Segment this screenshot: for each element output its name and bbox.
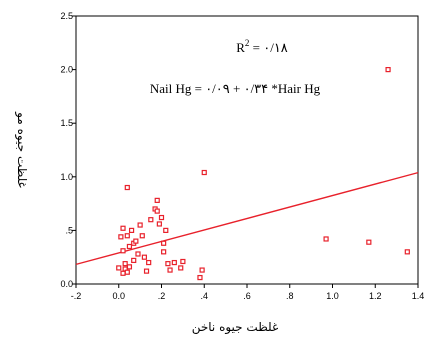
data-point <box>366 239 372 245</box>
data-point <box>161 249 167 255</box>
data-point <box>137 222 143 228</box>
x-tick-label: 1.2 <box>369 291 382 301</box>
y-tick-label: 2.0 <box>60 65 73 75</box>
data-point <box>404 249 410 255</box>
data-point <box>156 221 162 227</box>
data-point <box>124 233 130 239</box>
data-point <box>131 257 137 264</box>
plot-frame <box>75 15 419 285</box>
data-point <box>126 243 133 250</box>
y-axis: 0.0 .5 1.0 1.5 2.0 2.5 <box>60 11 76 289</box>
data-point <box>141 254 147 260</box>
y-tick-label: 2.5 <box>60 11 73 21</box>
x-tick-label: .2 <box>158 291 166 301</box>
data-point <box>165 261 171 267</box>
data-point <box>122 261 128 267</box>
data-point <box>197 274 203 281</box>
data-point <box>133 238 139 244</box>
x-tick-label: .8 <box>286 291 294 301</box>
data-point <box>158 214 165 221</box>
x-tick-label: 0.0 <box>112 291 125 301</box>
data-point <box>167 267 173 273</box>
data-point <box>116 265 122 271</box>
data-point <box>146 259 152 266</box>
data-point <box>323 236 329 242</box>
data-point <box>171 259 177 266</box>
data-point <box>154 208 160 214</box>
regression-line <box>75 171 419 266</box>
data-point <box>154 197 160 203</box>
data-point <box>120 248 126 254</box>
y-tick-label: 0.0 <box>60 279 73 289</box>
data-points <box>116 66 410 281</box>
y-tick-label: 1.5 <box>60 118 73 128</box>
data-point <box>120 225 126 231</box>
data-point <box>178 265 184 271</box>
x-tick-label: .4 <box>200 291 208 301</box>
data-point <box>180 258 186 265</box>
data-point <box>139 233 145 239</box>
x-tick-label: .6 <box>243 291 251 301</box>
data-point <box>128 227 135 233</box>
x-axis: -.2 0.0 .2 .4 .6 .8 1.0 1.2 1.4 <box>71 284 424 301</box>
data-point <box>126 264 133 270</box>
data-point <box>124 269 130 275</box>
data-point <box>161 240 167 246</box>
data-point <box>163 227 169 233</box>
data-point <box>385 66 391 73</box>
x-tick-label: -.2 <box>71 291 82 301</box>
x-axis-label: غلظت جیوه ناخن <box>192 320 279 335</box>
data-point <box>118 234 124 240</box>
data-point <box>135 251 141 257</box>
data-point <box>201 169 207 176</box>
data-point <box>120 270 126 276</box>
data-point <box>124 184 130 191</box>
regression-equation: Nail Hg = ۰/۰۹ + ۰/۳۴ *Hair Hg <box>150 81 321 96</box>
y-axis-label: غلظت جیوه مو <box>14 111 29 188</box>
x-tick-label: 1.0 <box>326 291 339 301</box>
data-point <box>148 217 154 223</box>
y-tick-label: 1.0 <box>60 172 73 182</box>
r-squared-annotation: R2 = ۰/۱۸ <box>236 38 288 55</box>
data-point <box>199 267 205 273</box>
data-point <box>143 268 150 274</box>
y-tick-label: .5 <box>65 225 73 235</box>
x-tick-label: 1.4 <box>412 291 424 301</box>
